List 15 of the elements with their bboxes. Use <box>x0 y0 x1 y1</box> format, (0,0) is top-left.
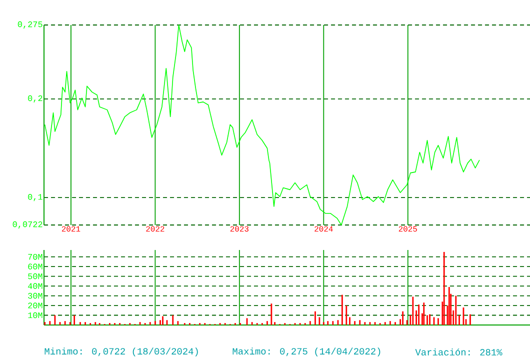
text: Minimo: 0,0722 (18/03/2024) <box>44 348 198 356</box>
y-tick-label: 10M <box>28 312 42 318</box>
line-series <box>44 24 480 226</box>
y-tick-label: 0,275 <box>18 21 42 29</box>
y-tick-label: 20M <box>28 302 42 308</box>
text: Maximo: 0,275 (14/04/2022) <box>232 348 380 356</box>
y-tick-label: 40M <box>28 283 42 289</box>
y-tick-label: 0,1 <box>28 194 42 202</box>
y-tick-label: 0,0722 <box>12 221 42 229</box>
y-tick-label: 50M <box>28 273 42 280</box>
y-tick-label: 60M <box>28 264 42 270</box>
y-tick-label: 0,2 <box>28 95 42 103</box>
y-tick-label: 70M <box>28 254 42 260</box>
y-tick-label: 30M <box>28 292 42 299</box>
text: Variación: 281% <box>415 348 502 356</box>
